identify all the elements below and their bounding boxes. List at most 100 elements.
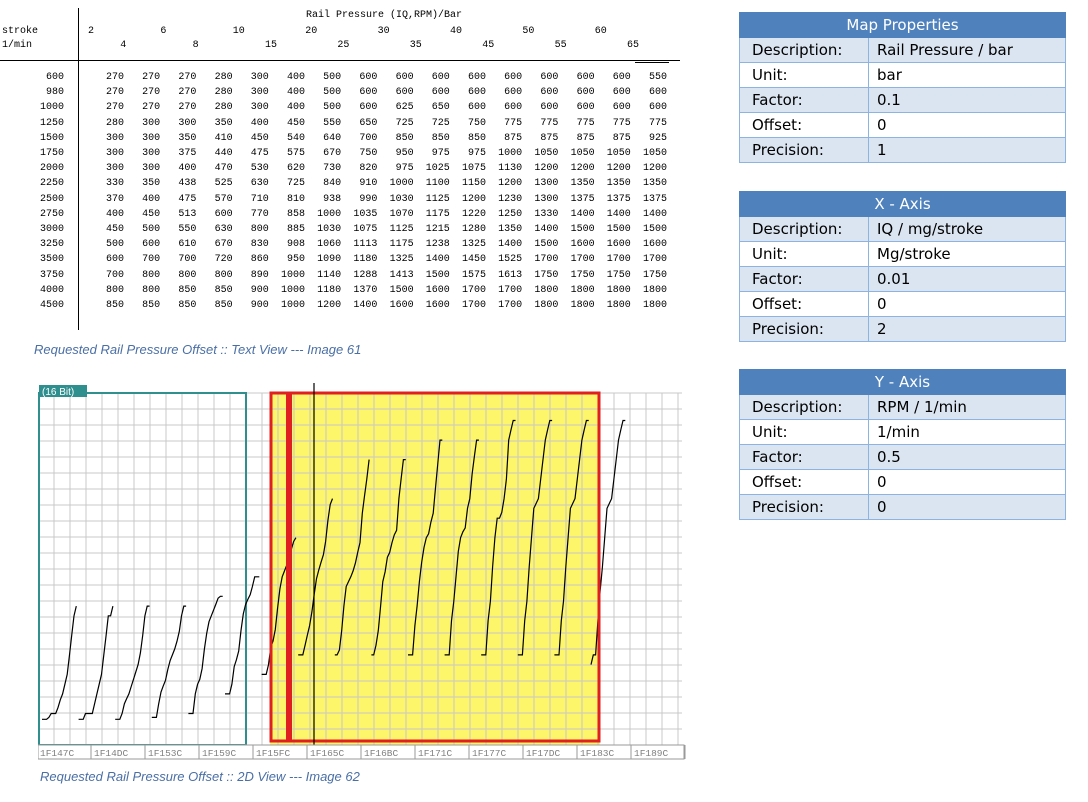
map-cell[interactable]: 600 xyxy=(576,72,595,83)
map-cell[interactable]: 300 xyxy=(105,163,124,175)
map-cell[interactable]: 1600 xyxy=(606,239,631,251)
map-cell[interactable]: 475 xyxy=(178,193,197,205)
map-cell[interactable]: 670 xyxy=(323,148,342,159)
map-cell[interactable]: 470 xyxy=(214,163,233,175)
map-cell[interactable]: 1800 xyxy=(570,284,595,296)
map-cell[interactable]: 1230 xyxy=(498,193,523,205)
map-cell[interactable]: 1050 xyxy=(570,148,595,159)
map-cell[interactable]: 1075 xyxy=(353,224,378,235)
map-cell[interactable]: 810 xyxy=(286,193,305,205)
map-cell[interactable]: 540 xyxy=(286,132,305,144)
map-cell[interactable]: 1200 xyxy=(461,193,486,205)
map-cell[interactable]: 1350 xyxy=(606,178,631,190)
map-cell[interactable]: 530 xyxy=(250,163,269,175)
map-cell[interactable]: 1175 xyxy=(389,239,414,251)
map-cell[interactable]: 600 xyxy=(431,72,450,83)
map-cell[interactable]: 1350 xyxy=(498,224,523,235)
map-cell[interactable]: 1050 xyxy=(534,148,559,159)
map-cell[interactable]: 850 xyxy=(214,284,233,296)
map-cell[interactable]: 400 xyxy=(105,208,124,220)
map-cell[interactable]: 875 xyxy=(576,132,595,144)
map-cell[interactable]: 600 xyxy=(214,208,233,220)
map-cell[interactable]: 1400 xyxy=(498,239,523,251)
map-cell[interactable]: 1070 xyxy=(389,208,414,220)
map-cell[interactable]: 1000 xyxy=(280,269,305,281)
map-cell[interactable]: 330 xyxy=(105,178,124,190)
map-cell[interactable]: 725 xyxy=(431,117,450,129)
map-cell[interactable]: 1700 xyxy=(642,254,667,266)
map-cell[interactable]: 858 xyxy=(286,208,305,220)
map-cell[interactable]: 600 xyxy=(576,87,595,99)
map-cell[interactable]: 1325 xyxy=(389,254,414,266)
map-cell[interactable]: 600 xyxy=(105,254,124,266)
map-cell[interactable]: 670 xyxy=(214,239,233,251)
map-cell[interactable]: 400 xyxy=(286,72,305,83)
map-cell[interactable]: 1330 xyxy=(534,208,559,220)
map-cell[interactable]: 300 xyxy=(178,117,197,129)
map-cell[interactable]: 1800 xyxy=(534,284,559,296)
map-cell[interactable]: 1000 xyxy=(498,148,523,159)
map-cell[interactable]: 1125 xyxy=(425,193,450,205)
map-cell[interactable]: 300 xyxy=(142,163,161,175)
map-cell[interactable]: 525 xyxy=(214,178,233,190)
map-cell[interactable]: 1200 xyxy=(570,163,595,175)
map-cell[interactable]: 630 xyxy=(250,178,269,190)
map-cell[interactable]: 950 xyxy=(395,148,414,159)
map-cell[interactable]: 990 xyxy=(359,193,378,205)
map-cell[interactable]: 280 xyxy=(214,102,233,114)
map-cell[interactable]: 280 xyxy=(214,72,233,83)
map-cell[interactable]: 875 xyxy=(612,132,631,144)
map-cell[interactable]: 370 xyxy=(105,193,124,205)
map-cell[interactable]: 600 xyxy=(576,102,595,114)
map-cell[interactable]: 1250 xyxy=(498,208,523,220)
map-cell[interactable]: 1700 xyxy=(570,254,595,266)
map-cell[interactable]: 1100 xyxy=(425,178,450,190)
map-cell[interactable]: 750 xyxy=(467,117,486,129)
map-cell[interactable]: 938 xyxy=(323,193,342,205)
map-cell[interactable]: 770 xyxy=(250,208,269,220)
map-cell[interactable]: 1025 xyxy=(425,163,450,175)
map-cell[interactable]: 1700 xyxy=(498,284,523,296)
map-cell[interactable]: 500 xyxy=(323,102,342,114)
map-cell[interactable]: 700 xyxy=(359,132,378,144)
map-cell[interactable]: 850 xyxy=(395,132,414,144)
map-cell[interactable]: 1090 xyxy=(317,254,342,266)
map-cell[interactable]: 280 xyxy=(214,87,233,99)
map-cell[interactable]: 775 xyxy=(576,117,595,129)
map-cell[interactable]: 270 xyxy=(105,72,124,83)
map-cell[interactable]: 300 xyxy=(105,148,124,159)
map-cell[interactable]: 775 xyxy=(612,117,631,129)
map-cell[interactable]: 280 xyxy=(105,117,124,129)
map-cell[interactable]: 600 xyxy=(612,102,631,114)
map-cell[interactable]: 1200 xyxy=(534,163,559,175)
map-cell[interactable]: 1800 xyxy=(606,284,631,296)
map-cell[interactable]: 1700 xyxy=(461,284,486,296)
map-cell[interactable]: 270 xyxy=(142,72,161,83)
map-cell[interactable]: 908 xyxy=(286,239,305,251)
map-cell[interactable]: 300 xyxy=(105,132,124,144)
map-cell[interactable]: 1180 xyxy=(317,284,342,296)
map-cell[interactable]: 1700 xyxy=(461,300,486,311)
map-cell[interactable]: 1000 xyxy=(280,284,305,296)
map-cell[interactable]: 270 xyxy=(142,87,161,99)
map-cell[interactable]: 1500 xyxy=(642,224,667,235)
map-cell[interactable]: 725 xyxy=(395,117,414,129)
map-cell[interactable]: 570 xyxy=(214,193,233,205)
map-cell[interactable]: 630 xyxy=(214,224,233,235)
map-cell[interactable]: 600 xyxy=(540,102,559,114)
map-cell[interactable]: 800 xyxy=(250,224,269,235)
map-cell[interactable]: 840 xyxy=(323,178,342,190)
map-cell[interactable]: 1300 xyxy=(534,193,559,205)
map-cell[interactable]: 1325 xyxy=(461,239,486,251)
map-cell[interactable]: 620 xyxy=(286,163,305,175)
map-cell[interactable]: 1375 xyxy=(570,193,595,205)
map-cell[interactable]: 800 xyxy=(178,269,197,281)
map-cell[interactable]: 270 xyxy=(142,102,161,114)
map-cell[interactable]: 300 xyxy=(142,132,161,144)
map-cell[interactable]: 890 xyxy=(250,269,269,281)
map-cell[interactable]: 1350 xyxy=(642,178,667,190)
map-cell[interactable]: 610 xyxy=(178,239,197,251)
map-cell[interactable]: 410 xyxy=(214,132,233,144)
map-cell[interactable]: 300 xyxy=(142,148,161,159)
map-cell[interactable]: 600 xyxy=(467,87,486,99)
